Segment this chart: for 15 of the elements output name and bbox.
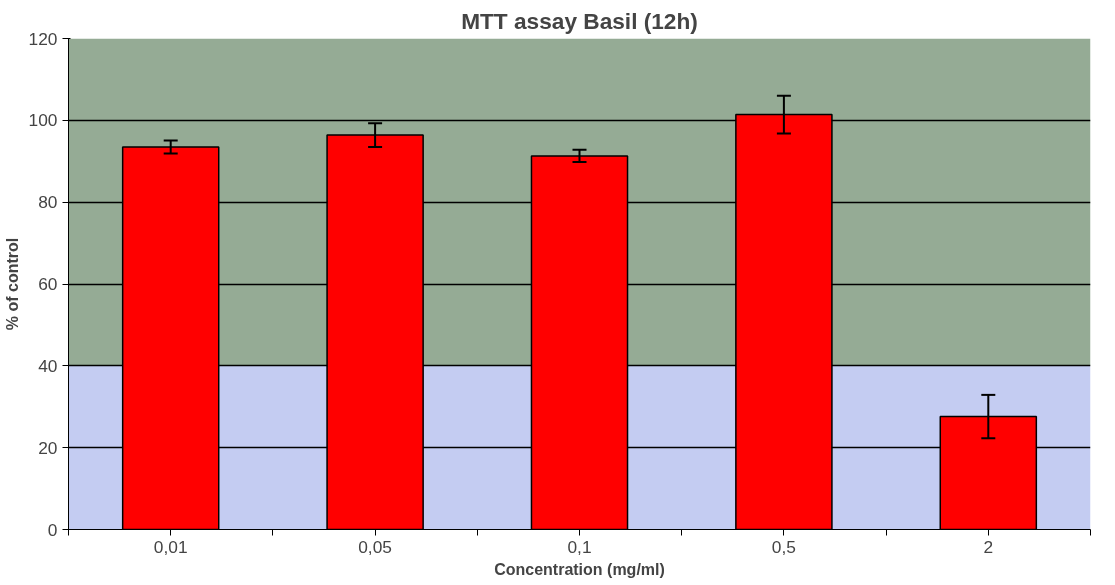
x-tick-label: 2 — [983, 536, 994, 557]
x-tick-label: 0,5 — [771, 536, 796, 557]
y-tick-label: 0 — [47, 519, 58, 540]
x-tick-label: 0,1 — [567, 536, 592, 557]
y-tick-label: 60 — [38, 274, 58, 294]
y-tick-label: 120 — [28, 28, 58, 49]
x-axis-title: Concentration (mg/ml) — [494, 560, 665, 578]
y-tick-label: 80 — [38, 192, 58, 213]
x-tick-label: 0,01 — [153, 536, 188, 557]
y-tick-label: 40 — [38, 355, 58, 376]
chart-title: MTT assay Basil (12h) — [461, 7, 698, 34]
y-tick-label: 100 — [28, 110, 58, 131]
y-tick-label: 20 — [38, 437, 58, 458]
x-tick-label: 0,05 — [358, 536, 392, 557]
y-axis-title: % of control — [3, 237, 21, 331]
